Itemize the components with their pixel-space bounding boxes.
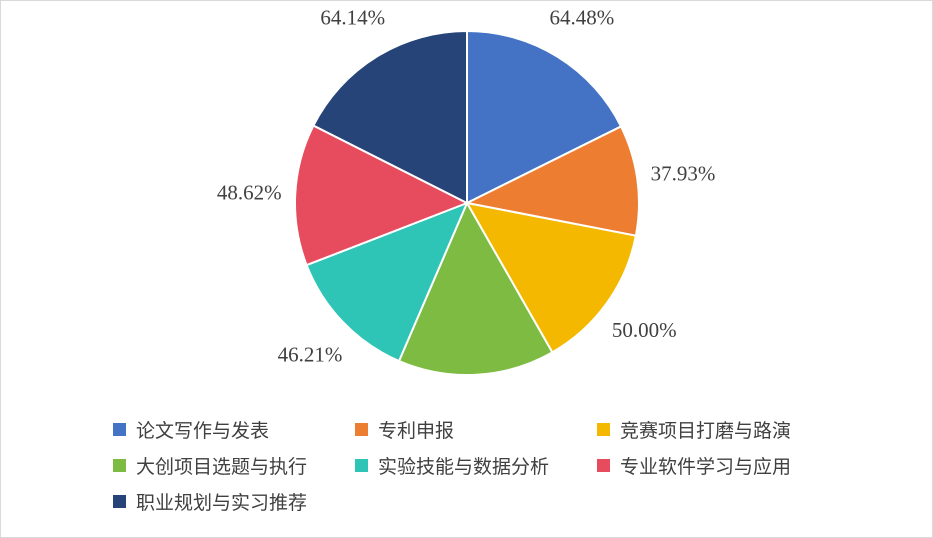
legend-label: 专利申报 [378,419,455,442]
legend-swatch [597,422,610,436]
pie-slice-innovation-project [397,200,554,376]
legend-row: 论文写作与发表 专利申报 竞赛项目打磨与路演 [113,411,913,447]
legend-label: 实验技能与数据分析 [378,455,550,478]
pie-slice-career [312,29,468,205]
legend-swatch [355,458,368,472]
legend-label: 竞赛项目打磨与路演 [620,419,792,442]
pie-slice-paper-writing [466,29,623,205]
legend-swatch [113,458,126,472]
data-label-career: 64.14% [320,5,385,29]
data-label-software: 48.62% [217,180,282,204]
legend: 论文写作与发表 专利申报 竞赛项目打磨与路演 大创项目选题与执行 实验技能与数据… [113,411,913,519]
legend-label: 职业规划与实习推荐 [136,491,308,514]
data-label-competition: 50.00% [612,318,677,342]
legend-item-paper-writing: 论文写作与发表 [113,416,355,443]
legend-item-lab-skills: 实验技能与数据分析 [355,452,597,479]
legend-swatch [113,422,126,436]
legend-item-career: 职业规划与实习推荐 [113,488,307,515]
pie-chart: 64.48%37.93%50.00%53.79%46.21%48.62%64.1… [217,5,716,376]
data-label-patent: 37.93% [651,162,716,186]
legend-label: 大创项目选题与执行 [136,455,308,478]
pie-slice-competition [465,201,638,354]
pie-slice-lab-skills [305,201,469,363]
legend-item-software: 专业软件学习与应用 [597,452,791,479]
legend-swatch [597,458,610,472]
data-label-paper-writing: 64.48% [549,6,614,30]
legend-label: 论文写作与发表 [136,419,270,442]
legend-swatch [113,494,126,508]
legend-label: 专业软件学习与应用 [620,455,792,478]
legend-row: 大创项目选题与执行 实验技能与数据分析 专业软件学习与应用 [113,447,913,483]
legend-item-patent: 专利申报 [355,416,597,443]
data-label-lab-skills: 46.21% [278,342,343,366]
pie-slice-software [294,124,470,267]
legend-item-competition: 竞赛项目打磨与路演 [597,416,791,443]
pie-slice-patent [463,125,640,237]
legend-swatch [355,422,368,436]
legend-item-innovation-project: 大创项目选题与执行 [113,452,355,479]
legend-row: 职业规划与实习推荐 [113,483,913,519]
